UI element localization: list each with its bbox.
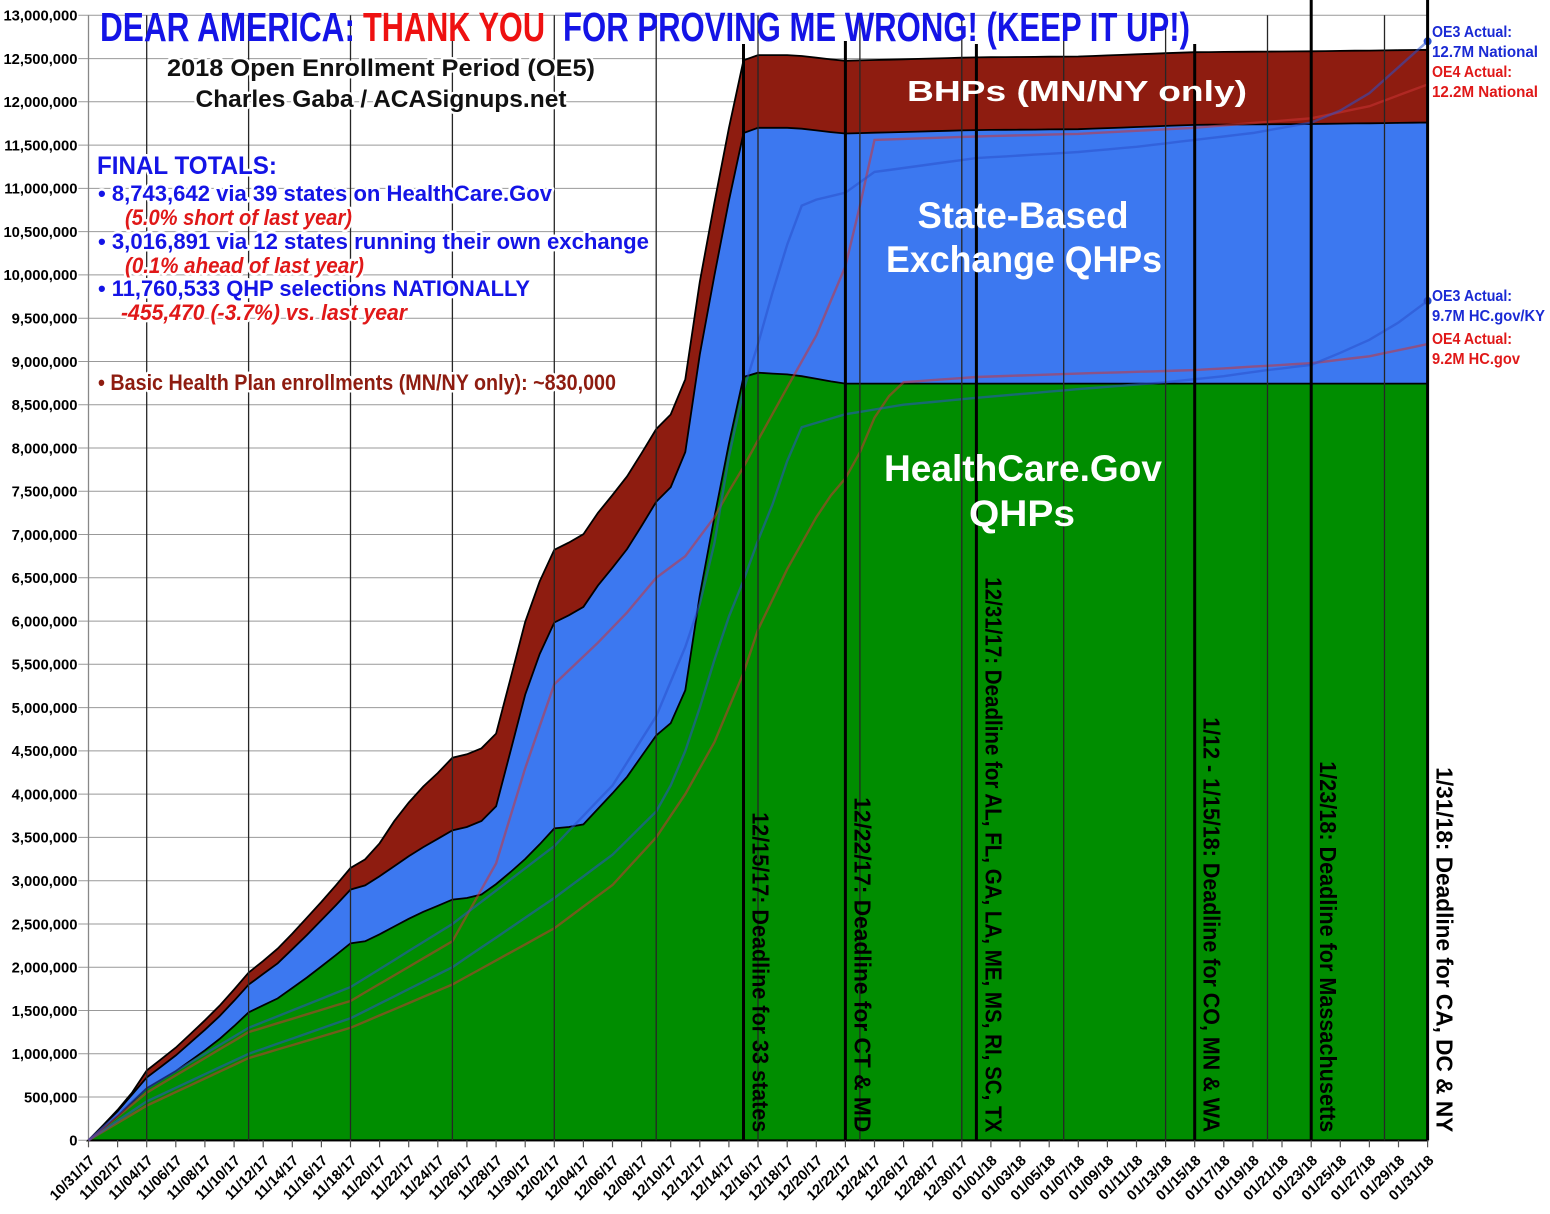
svg-text:8,000,000: 8,000,000: [12, 441, 78, 457]
svg-text:2,500,000: 2,500,000: [12, 917, 78, 933]
svg-text:8,500,000: 8,500,000: [12, 398, 78, 414]
svg-text:Charles Gaba / ACASignups.net: Charles Gaba / ACASignups.net: [196, 86, 567, 113]
svg-text:12,000,000: 12,000,000: [3, 95, 77, 111]
svg-text:500,000: 500,000: [24, 1090, 78, 1106]
svg-text:6,000,000: 6,000,000: [12, 614, 78, 630]
svg-text:10,000,000: 10,000,000: [3, 268, 77, 284]
svg-text:11,500,000: 11,500,000: [4, 138, 77, 154]
svg-text:11,000,000: 11,000,000: [4, 182, 77, 198]
svg-text:3,500,000: 3,500,000: [12, 831, 78, 847]
svg-text:5,500,000: 5,500,000: [12, 658, 78, 674]
svg-text:0: 0: [69, 1134, 77, 1150]
svg-text:13,000,000: 13,000,000: [3, 9, 77, 25]
svg-text:1/12 - 1/15/18: Deadline for C: 1/12 - 1/15/18: Deadline for CO, MN & WA: [1199, 717, 1225, 1132]
svg-text:BHPs (MN/NY only): BHPs (MN/NY only): [907, 76, 1247, 108]
svg-text:QHPs: QHPs: [969, 493, 1075, 534]
svg-text:State-Based: State-Based: [918, 195, 1129, 236]
svg-text:3,000,000: 3,000,000: [12, 874, 78, 890]
svg-text:1,000,000: 1,000,000: [12, 1047, 78, 1063]
svg-text:1/31/18: Deadline for CA, DC &: 1/31/18: Deadline for CA, DC & NY: [1432, 767, 1458, 1132]
svg-text:12.2M National: 12.2M National: [1432, 84, 1538, 101]
svg-text:12/22/17: Deadline for CT & MD: 12/22/17: Deadline for CT & MD: [849, 797, 875, 1132]
svg-text:7,000,000: 7,000,000: [12, 528, 78, 544]
svg-text:6,500,000: 6,500,000: [12, 571, 78, 587]
svg-text:12/31/17: Deadline for AL, FL,: 12/31/17: Deadline for AL, FL, GA, LA, M…: [980, 577, 1006, 1132]
svg-text:OE4 Actual:: OE4 Actual:: [1432, 64, 1512, 81]
svg-text:7,500,000: 7,500,000: [12, 485, 78, 501]
svg-text:-455,470 (-3.7%) vs. last year: -455,470 (-3.7%) vs. last year: [121, 300, 408, 325]
svg-text:4,500,000: 4,500,000: [12, 744, 78, 760]
svg-text:FINAL TOTALS:: FINAL TOTALS:: [97, 152, 277, 180]
svg-text:OE4 Actual:: OE4 Actual:: [1432, 331, 1512, 348]
svg-text:5,000,000: 5,000,000: [12, 701, 78, 717]
svg-text:• 3,016,891 via 12 states runn: • 3,016,891 via 12 states running their …: [98, 229, 649, 254]
svg-text:OE3 Actual:: OE3 Actual:: [1432, 24, 1512, 41]
svg-text:10,500,000: 10,500,000: [3, 225, 77, 241]
svg-text:• 8,743,642 via 39 states on H: • 8,743,642 via 39 states on HealthCare.…: [98, 181, 553, 206]
svg-text:(5.0% short of last year): (5.0% short of last year): [125, 205, 352, 230]
svg-text:1,500,000: 1,500,000: [12, 1004, 78, 1020]
svg-text:2,000,000: 2,000,000: [12, 961, 78, 977]
svg-text:2018 Open Enrollment Period (O: 2018 Open Enrollment Period (OE5): [167, 55, 595, 82]
svg-text:HealthCare.Gov: HealthCare.Gov: [884, 448, 1162, 489]
svg-text:• Basic Health Plan enrollment: • Basic Health Plan enrollments (MN/NY o…: [98, 370, 616, 395]
svg-text:9.7M HC.gov/KY: 9.7M HC.gov/KY: [1432, 308, 1545, 325]
svg-text:9.2M HC.gov: 9.2M HC.gov: [1432, 351, 1520, 368]
svg-text:Exchange QHPs: Exchange QHPs: [886, 239, 1162, 280]
svg-text:(0.1% ahead of last year): (0.1% ahead of last year): [125, 253, 364, 278]
svg-text:9,000,000: 9,000,000: [12, 355, 78, 371]
svg-text:12.7M National: 12.7M National: [1432, 44, 1538, 61]
svg-text:THANK YOU: THANK YOU: [363, 4, 545, 50]
svg-text:12/15/17: Deadline for 33 stat: 12/15/17: Deadline for 33 states: [748, 812, 774, 1132]
svg-text:9,500,000: 9,500,000: [12, 312, 78, 328]
svg-text:4,000,000: 4,000,000: [12, 787, 78, 803]
svg-text:1/23/18: Deadline for Massachu: 1/23/18: Deadline for Massachusetts: [1315, 761, 1341, 1132]
svg-text:OE3 Actual:: OE3 Actual:: [1432, 288, 1512, 305]
svg-text:12,500,000: 12,500,000: [3, 52, 77, 68]
svg-text:DEAR AMERICA:: DEAR AMERICA:: [100, 4, 355, 50]
svg-text:• 11,760,533 QHP selections NA: • 11,760,533 QHP selections NATIONALLY: [98, 276, 530, 301]
svg-text:FOR PROVING ME WRONG! (KEEP IT: FOR PROVING ME WRONG! (KEEP IT UP!): [563, 4, 1190, 50]
